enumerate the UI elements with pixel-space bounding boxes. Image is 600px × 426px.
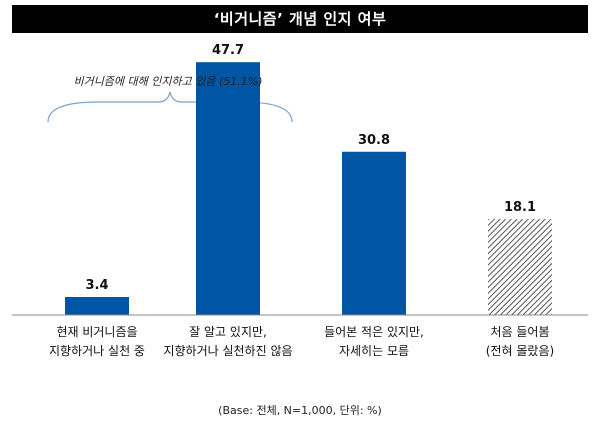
category-label-4-line-2: (전혀 몰랐음) bbox=[486, 344, 554, 358]
bar-3 bbox=[342, 151, 406, 315]
value-label-2: 47.7 bbox=[212, 43, 244, 58]
category-label-4-line-1: 처음 들어봄 bbox=[490, 325, 549, 339]
category-label-1-line-1: 현재 비거니즘을 bbox=[56, 325, 137, 339]
bar-4 bbox=[488, 219, 552, 315]
category-label-3-line-1: 들어본 적은 있지만, bbox=[324, 325, 424, 339]
category-label-3-line-2: 자세히는 모름 bbox=[339, 344, 409, 358]
bar-2 bbox=[196, 62, 260, 315]
source-note: (Base: 전체, N=1,000, 단위: %) bbox=[218, 404, 382, 417]
value-label-3: 30.8 bbox=[358, 133, 390, 148]
value-label-4: 18.1 bbox=[504, 200, 536, 215]
bar-1 bbox=[65, 296, 129, 315]
awareness-annotation: 비거니즘에 대해 인지하고 있음 (51.1%) bbox=[73, 75, 263, 88]
category-label-2-line-2: 지향하거나 실천하진 않음 bbox=[163, 343, 292, 358]
category-label-2-line-1: 잘 알고 있지만, bbox=[189, 325, 267, 339]
chart-title: ‘비거니즘’ 개념 인지 여부 bbox=[12, 5, 588, 33]
category-label-1-line-2: 지향하거나 실천 중 bbox=[49, 343, 145, 358]
annotation-brace bbox=[47, 91, 293, 123]
value-label-1: 3.4 bbox=[85, 278, 108, 293]
